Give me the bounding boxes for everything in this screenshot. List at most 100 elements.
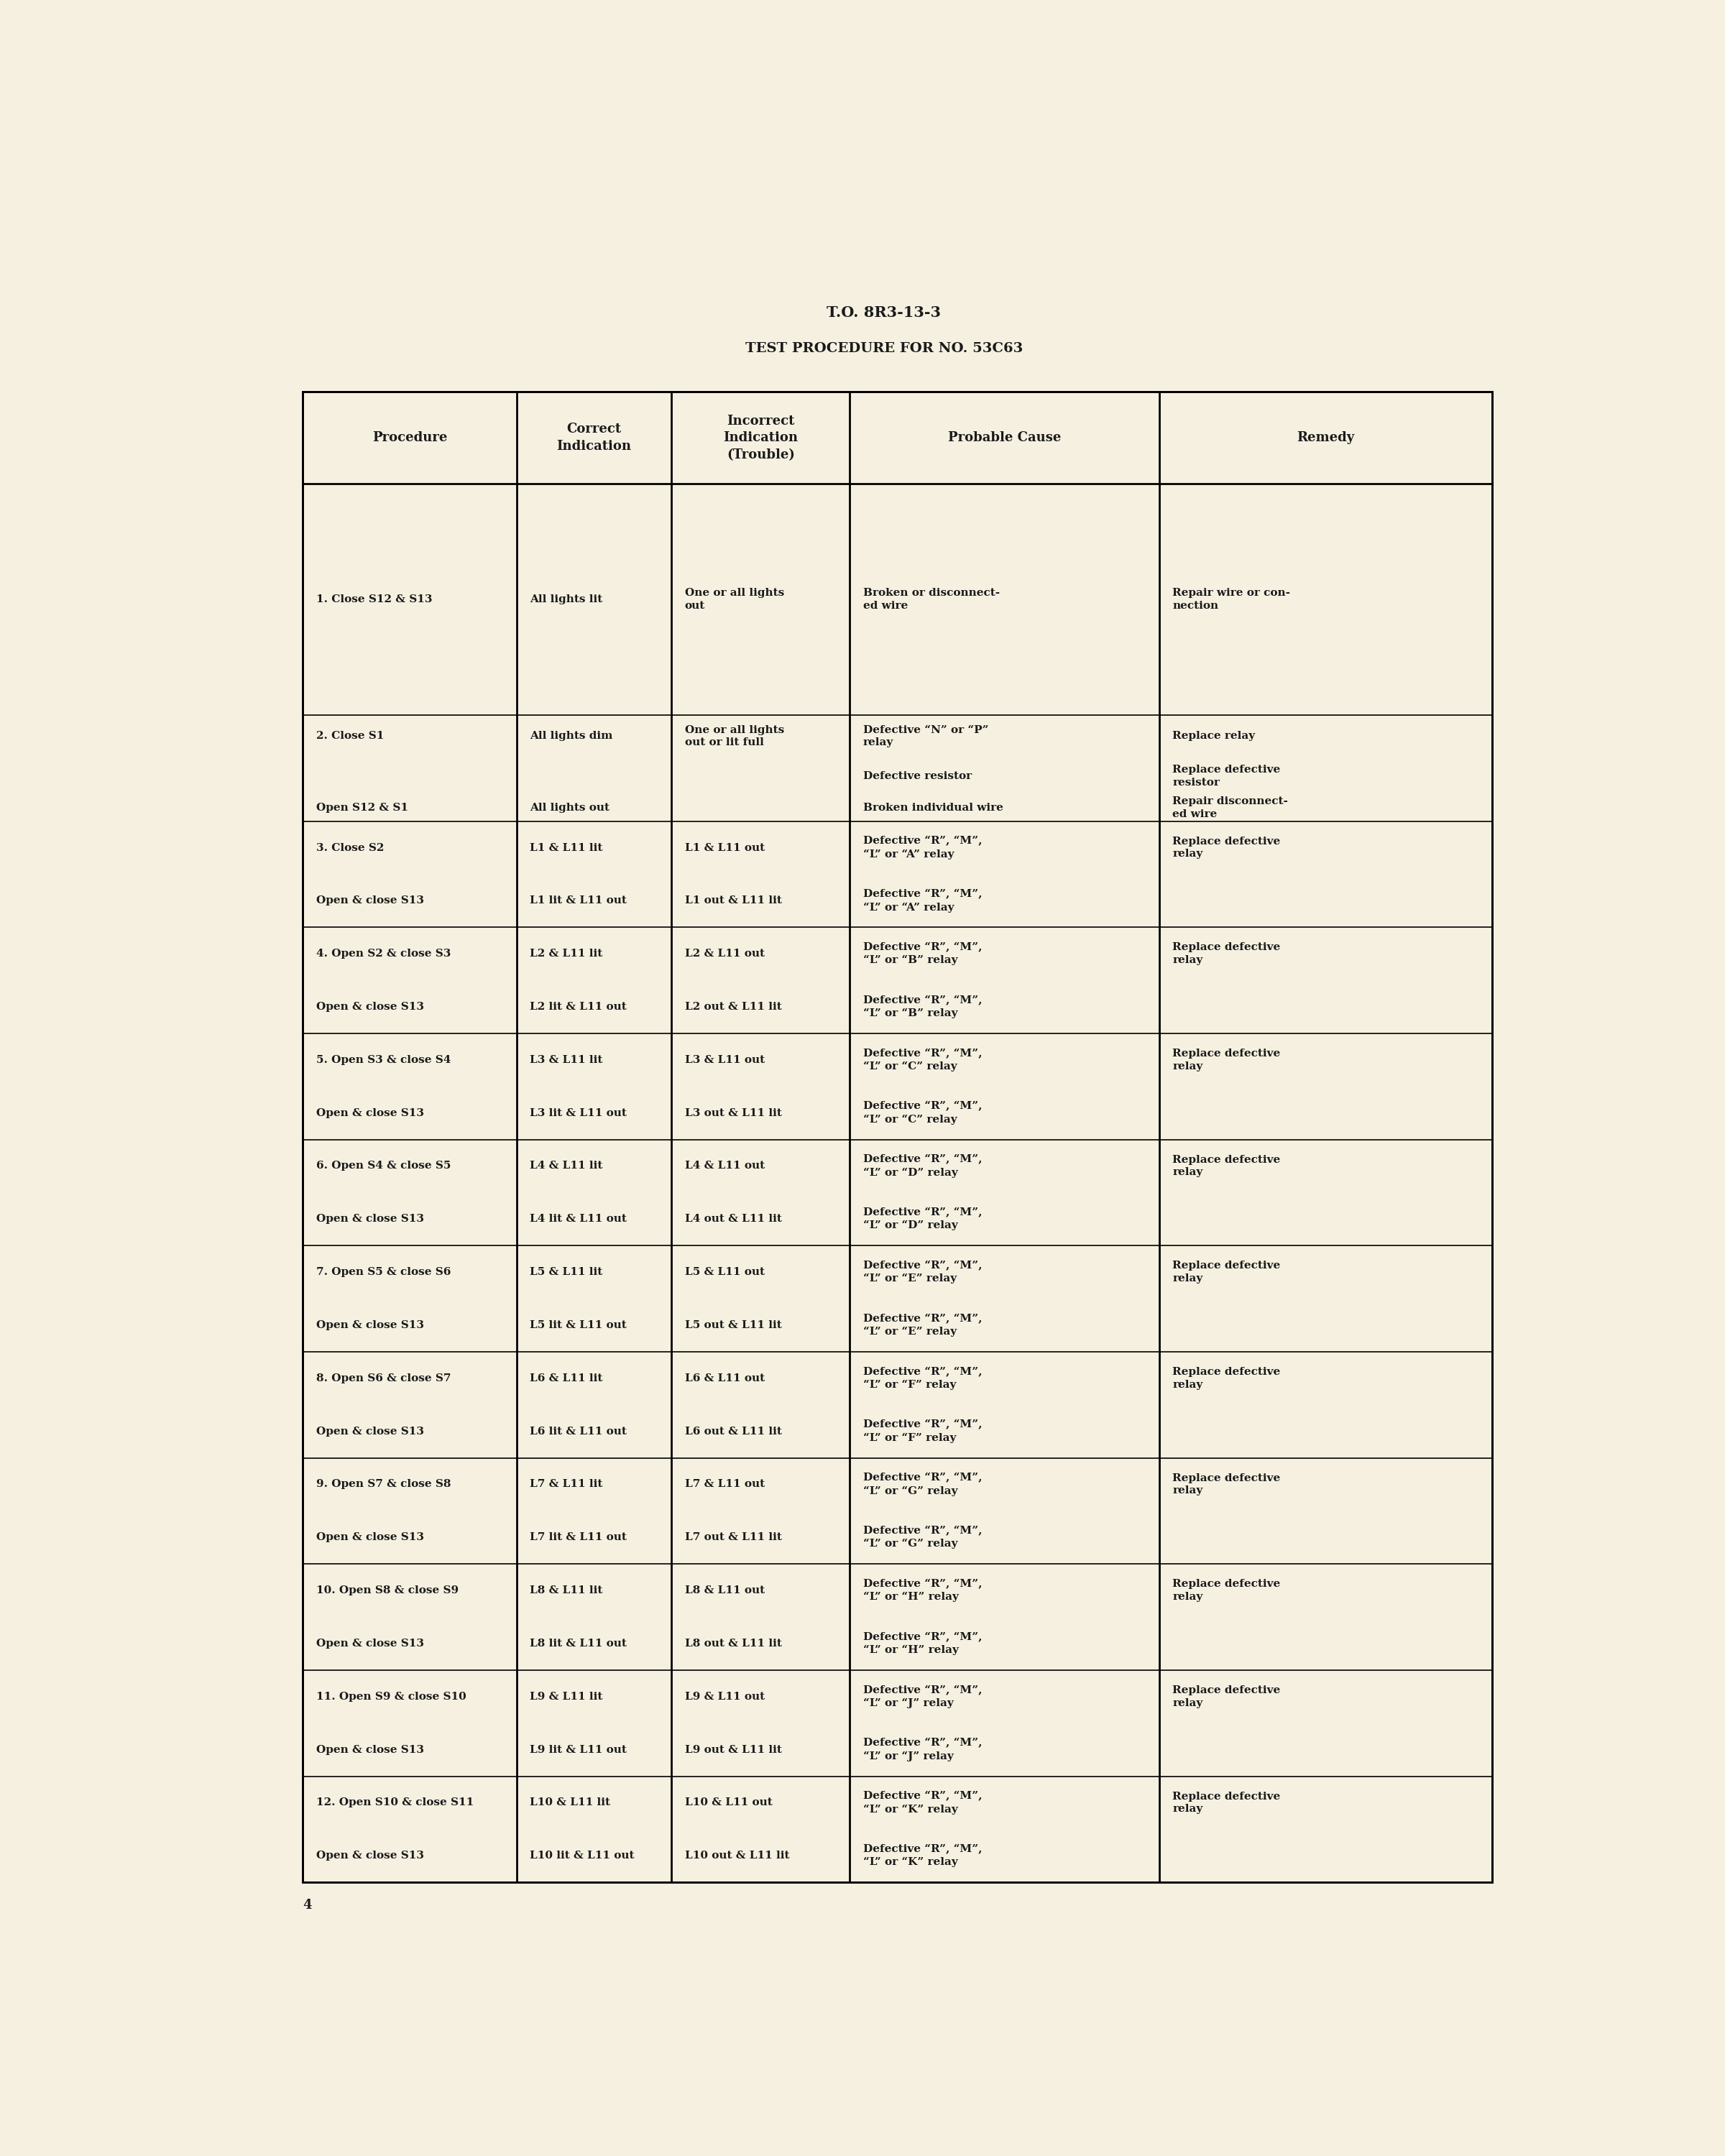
Text: Defective “R”, “M”,
“L” or “K” relay: Defective “R”, “M”, “L” or “K” relay — [862, 1792, 982, 1815]
Text: L4 & L11 lit: L4 & L11 lit — [530, 1160, 604, 1171]
Text: Open & close S13: Open & close S13 — [316, 1108, 424, 1119]
Text: Replace defective
relay: Replace defective relay — [1173, 1473, 1280, 1496]
Text: Open & close S13: Open & close S13 — [316, 1319, 424, 1330]
Text: Probable Cause: Probable Cause — [949, 431, 1061, 444]
Text: Defective “R”, “M”,
“L” or “B” relay: Defective “R”, “M”, “L” or “B” relay — [862, 996, 982, 1018]
Text: L4 & L11 out: L4 & L11 out — [685, 1160, 764, 1171]
Text: L8 lit & L11 out: L8 lit & L11 out — [530, 1639, 626, 1649]
Text: Replace defective
relay: Replace defective relay — [1173, 1792, 1280, 1813]
Bar — [302, 392, 1492, 1882]
Text: Broken or disconnect-
ed wire: Broken or disconnect- ed wire — [862, 589, 1000, 610]
Text: L8 out & L11 lit: L8 out & L11 lit — [685, 1639, 781, 1649]
Text: Replace defective
relay: Replace defective relay — [1173, 942, 1280, 966]
Text: Replace defective
relay: Replace defective relay — [1173, 1156, 1280, 1177]
Text: Defective “R”, “M”,
“L” or “G” relay: Defective “R”, “M”, “L” or “G” relay — [862, 1526, 982, 1548]
Text: 8. Open S6 & close S7: 8. Open S6 & close S7 — [316, 1373, 450, 1384]
Text: L2 out & L11 lit: L2 out & L11 lit — [685, 1003, 781, 1011]
Text: Defective “R”, “M”,
“L” or “K” relay: Defective “R”, “M”, “L” or “K” relay — [862, 1843, 982, 1867]
Text: Procedure: Procedure — [373, 431, 447, 444]
Text: L3 & L11 lit: L3 & L11 lit — [530, 1054, 604, 1065]
Text: L6 & L11 out: L6 & L11 out — [685, 1373, 764, 1384]
Text: 6. Open S4 & close S5: 6. Open S4 & close S5 — [316, 1160, 450, 1171]
Text: Replace defective
relay: Replace defective relay — [1173, 1367, 1280, 1391]
Text: 4: 4 — [302, 1899, 312, 1912]
Text: One or all lights
out or lit full: One or all lights out or lit full — [685, 724, 785, 748]
Text: Defective “R”, “M”,
“L” or “C” relay: Defective “R”, “M”, “L” or “C” relay — [862, 1048, 982, 1072]
Text: L3 lit & L11 out: L3 lit & L11 out — [530, 1108, 626, 1119]
Text: Replace relay: Replace relay — [1173, 731, 1256, 742]
Text: 4. Open S2 & close S3: 4. Open S2 & close S3 — [316, 949, 450, 959]
Text: Defective “R”, “M”,
“L” or “A” relay: Defective “R”, “M”, “L” or “A” relay — [862, 837, 982, 860]
Text: L9 lit & L11 out: L9 lit & L11 out — [530, 1744, 626, 1755]
Text: TEST PROCEDURE FOR NO. 53C63: TEST PROCEDURE FOR NO. 53C63 — [745, 341, 1023, 354]
Text: All lights out: All lights out — [530, 802, 611, 813]
Text: Defective “R”, “M”,
“L” or “C” relay: Defective “R”, “M”, “L” or “C” relay — [862, 1102, 982, 1125]
Text: L4 lit & L11 out: L4 lit & L11 out — [530, 1214, 626, 1225]
Text: 7. Open S5 & close S6: 7. Open S5 & close S6 — [316, 1268, 450, 1276]
Text: Replace defective
relay: Replace defective relay — [1173, 837, 1280, 858]
Text: Open S12 & S1: Open S12 & S1 — [316, 802, 407, 813]
Text: 10. Open S8 & close S9: 10. Open S8 & close S9 — [316, 1585, 459, 1595]
Text: L6 & L11 lit: L6 & L11 lit — [530, 1373, 604, 1384]
Text: Defective “R”, “M”,
“L” or “J” relay: Defective “R”, “M”, “L” or “J” relay — [862, 1738, 982, 1761]
Text: 11. Open S9 & close S10: 11. Open S9 & close S10 — [316, 1692, 466, 1701]
Text: Defective “N” or “P”
relay: Defective “N” or “P” relay — [862, 724, 988, 748]
Text: Open & close S13: Open & close S13 — [316, 1003, 424, 1011]
Text: All lights lit: All lights lit — [530, 595, 602, 604]
Text: Defective “R”, “M”,
“L” or “D” relay: Defective “R”, “M”, “L” or “D” relay — [862, 1207, 982, 1231]
Text: L3 out & L11 lit: L3 out & L11 lit — [685, 1108, 781, 1119]
Text: L10 out & L11 lit: L10 out & L11 lit — [685, 1850, 790, 1861]
Text: L3 & L11 out: L3 & L11 out — [685, 1054, 764, 1065]
Text: Defective “R”, “M”,
“L” or “F” relay: Defective “R”, “M”, “L” or “F” relay — [862, 1419, 982, 1442]
Text: L6 lit & L11 out: L6 lit & L11 out — [530, 1427, 626, 1436]
Text: Replace defective
resistor: Replace defective resistor — [1173, 765, 1280, 787]
Text: 5. Open S3 & close S4: 5. Open S3 & close S4 — [316, 1054, 450, 1065]
Text: L8 & L11 lit: L8 & L11 lit — [530, 1585, 604, 1595]
Text: 12. Open S10 & close S11: 12. Open S10 & close S11 — [316, 1798, 473, 1807]
Text: L10 & L11 out: L10 & L11 out — [685, 1798, 773, 1807]
Text: Defective “R”, “M”,
“L” or “H” relay: Defective “R”, “M”, “L” or “H” relay — [862, 1578, 982, 1602]
Text: Open & close S13: Open & close S13 — [316, 1533, 424, 1542]
Text: L9 out & L11 lit: L9 out & L11 lit — [685, 1744, 781, 1755]
Text: Replace defective
relay: Replace defective relay — [1173, 1261, 1280, 1283]
Text: L2 & L11 out: L2 & L11 out — [685, 949, 764, 959]
Text: L1 & L11 out: L1 & L11 out — [685, 843, 764, 854]
Text: Defective “R”, “M”,
“L” or “D” relay: Defective “R”, “M”, “L” or “D” relay — [862, 1153, 982, 1177]
Text: L1 lit & L11 out: L1 lit & L11 out — [530, 895, 626, 906]
Text: L7 & L11 out: L7 & L11 out — [685, 1479, 764, 1490]
Text: Replace defective
relay: Replace defective relay — [1173, 1686, 1280, 1708]
Text: L2 lit & L11 out: L2 lit & L11 out — [530, 1003, 626, 1011]
Text: T.O. 8R3-13-3: T.O. 8R3-13-3 — [826, 306, 942, 319]
Text: Remedy: Remedy — [1297, 431, 1354, 444]
Text: Defective “R”, “M”,
“L” or “F” relay: Defective “R”, “M”, “L” or “F” relay — [862, 1367, 982, 1391]
Text: Defective “R”, “M”,
“L” or “G” relay: Defective “R”, “M”, “L” or “G” relay — [862, 1473, 982, 1496]
Text: Open & close S13: Open & close S13 — [316, 1639, 424, 1649]
Text: All lights dim: All lights dim — [530, 731, 612, 742]
Text: 3. Close S2: 3. Close S2 — [316, 843, 383, 854]
Text: Correct
Indication: Correct Indication — [557, 423, 631, 453]
Text: L7 & L11 lit: L7 & L11 lit — [530, 1479, 604, 1490]
Text: L9 & L11 lit: L9 & L11 lit — [530, 1692, 604, 1701]
Text: 9. Open S7 & close S8: 9. Open S7 & close S8 — [316, 1479, 450, 1490]
Text: Open & close S13: Open & close S13 — [316, 1744, 424, 1755]
Text: 2. Close S1: 2. Close S1 — [316, 731, 383, 742]
Text: L7 lit & L11 out: L7 lit & L11 out — [530, 1533, 626, 1542]
Text: Replace defective
relay: Replace defective relay — [1173, 1048, 1280, 1072]
Text: Defective resistor: Defective resistor — [862, 772, 971, 780]
Text: Open & close S13: Open & close S13 — [316, 895, 424, 906]
Text: Defective “R”, “M”,
“L” or “H” relay: Defective “R”, “M”, “L” or “H” relay — [862, 1632, 982, 1656]
Text: L5 & L11 lit: L5 & L11 lit — [530, 1268, 602, 1276]
Text: L5 & L11 out: L5 & L11 out — [685, 1268, 764, 1276]
Text: Incorrect
Indication
(Trouble): Incorrect Indication (Trouble) — [723, 414, 799, 461]
Text: Repair disconnect-
ed wire: Repair disconnect- ed wire — [1173, 796, 1289, 819]
Text: Defective “R”, “M”,
“L” or “E” relay: Defective “R”, “M”, “L” or “E” relay — [862, 1261, 982, 1283]
Text: 1. Close S12 & S13: 1. Close S12 & S13 — [316, 595, 431, 604]
Text: L10 lit & L11 out: L10 lit & L11 out — [530, 1850, 635, 1861]
Text: Defective “R”, “M”,
“L” or “B” relay: Defective “R”, “M”, “L” or “B” relay — [862, 942, 982, 966]
Text: Defective “R”, “M”,
“L” or “E” relay: Defective “R”, “M”, “L” or “E” relay — [862, 1313, 982, 1337]
Text: Defective “R”, “M”,
“L” or “A” relay: Defective “R”, “M”, “L” or “A” relay — [862, 888, 982, 912]
Text: L9 & L11 out: L9 & L11 out — [685, 1692, 764, 1701]
Text: L8 & L11 out: L8 & L11 out — [685, 1585, 764, 1595]
Text: One or all lights
out: One or all lights out — [685, 589, 785, 610]
Text: L4 out & L11 lit: L4 out & L11 lit — [685, 1214, 781, 1225]
